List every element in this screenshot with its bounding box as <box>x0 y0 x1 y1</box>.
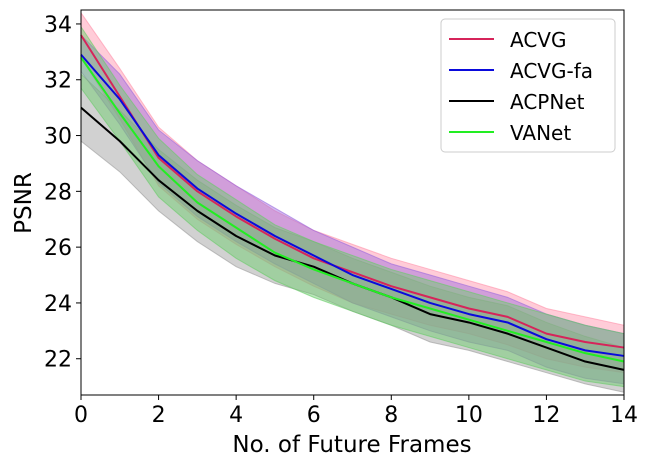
y-axis-ticks: 22 24 26 28 30 32 34 <box>44 13 81 373</box>
acpnet-legend-label: ACPNet <box>510 90 585 114</box>
vanet-line <box>80 56 625 363</box>
acvg-fa-legend-label: ACVG-fa <box>510 59 593 83</box>
acvg-legend-label: ACVG <box>510 28 566 52</box>
y-tick-label: 24 <box>44 292 72 317</box>
y-tick-label: 28 <box>44 180 72 205</box>
vanet-legend-label: VANet <box>510 121 571 145</box>
x-tick-label: 14 <box>610 403 638 428</box>
legend-box <box>440 18 616 153</box>
x-tick-label: 6 <box>307 403 321 428</box>
y-tick-label: 32 <box>44 69 72 94</box>
x-tick-label: 4 <box>229 403 243 428</box>
y-tick-label: 22 <box>44 348 72 373</box>
x-tick-label: 2 <box>152 403 166 428</box>
x-tick-label: 12 <box>532 403 560 428</box>
x-tick-label: 10 <box>455 403 483 428</box>
y-axis-label: PSNR <box>11 172 37 234</box>
series-lines <box>80 34 625 371</box>
x-axis-label: No. of Future Frames <box>232 432 471 458</box>
y-tick-label: 30 <box>44 125 72 150</box>
plot-frame <box>80 9 625 396</box>
y-tick-label: 26 <box>44 236 72 261</box>
y-tick-label: 34 <box>44 13 72 38</box>
x-tick-label: 8 <box>384 403 398 428</box>
x-axis-ticks: 0 2 4 6 8 10 12 14 <box>74 395 638 428</box>
x-tick-label: 0 <box>74 403 88 428</box>
acvg-line <box>80 34 625 349</box>
legend: ACVG ACVG-fa ACPNet VANet <box>440 18 616 153</box>
acvg-fa-line <box>80 53 625 357</box>
